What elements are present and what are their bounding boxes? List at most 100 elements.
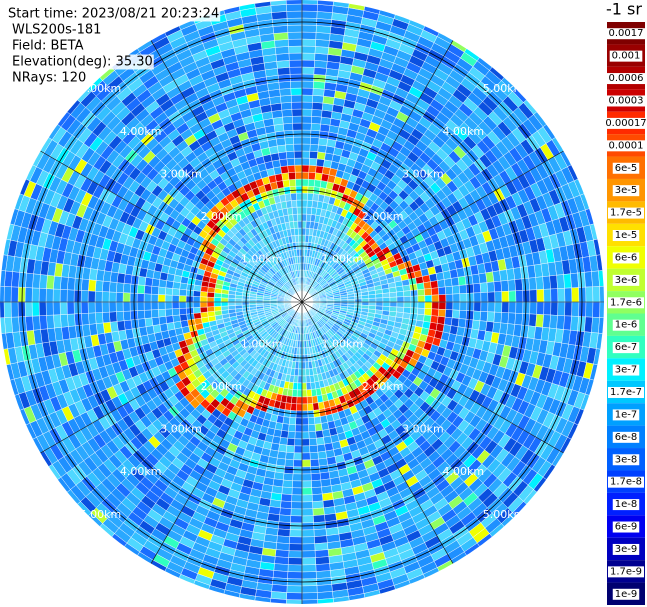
cell	[192, 301, 201, 308]
cell	[109, 311, 118, 323]
cell	[144, 277, 154, 287]
cell	[312, 514, 326, 523]
cell	[315, 570, 332, 579]
cell	[294, 157, 303, 166]
cell	[287, 38, 303, 47]
cell	[382, 301, 391, 307]
cell	[301, 452, 311, 461]
cell	[301, 494, 313, 503]
cell	[291, 108, 303, 117]
cell	[296, 206, 303, 215]
cell	[283, 472, 294, 482]
cell	[276, 535, 290, 544]
cell	[301, 403, 308, 412]
cell	[301, 220, 307, 229]
cell	[192, 307, 201, 314]
cell	[206, 301, 215, 308]
cell	[81, 278, 90, 292]
cell	[596, 365, 604, 384]
cell	[271, 11, 288, 20]
cell	[0, 220, 8, 239]
cell	[308, 164, 317, 173]
cell	[556, 315, 565, 330]
cell	[60, 314, 69, 328]
cell	[279, 437, 288, 446]
cell	[288, 171, 296, 180]
cell	[320, 422, 330, 431]
cell	[278, 514, 292, 523]
cell	[298, 241, 303, 250]
cell	[317, 0, 335, 6]
cell	[137, 318, 147, 329]
cell	[291, 199, 298, 208]
cell	[301, 192, 308, 201]
cell	[280, 165, 289, 174]
cell	[301, 136, 311, 145]
cell	[309, 143, 319, 153]
cell	[437, 308, 447, 318]
cell	[312, 95, 324, 104]
cell	[333, 0, 352, 2]
cell	[192, 296, 201, 303]
cell	[11, 316, 20, 333]
cell	[411, 10, 430, 24]
cell	[122, 301, 131, 312]
cell	[178, 307, 187, 316]
cell	[281, 109, 293, 118]
cell	[285, 444, 295, 454]
cell	[274, 173, 284, 182]
cell	[294, 164, 303, 173]
cell	[584, 316, 593, 333]
cell	[280, 430, 289, 439]
cell	[285, 451, 295, 461]
cell	[180, 319, 189, 328]
cell	[528, 313, 537, 327]
cell	[10, 286, 19, 303]
cell	[185, 295, 194, 303]
cell	[289, 66, 303, 75]
cell	[294, 234, 300, 243]
cell	[270, 591, 288, 600]
cell	[200, 311, 209, 319]
cell	[315, 430, 324, 439]
cell	[301, 557, 317, 566]
cell	[178, 288, 187, 297]
cell	[288, 52, 303, 61]
cell	[87, 290, 96, 303]
cell	[0, 236, 4, 255]
cell	[592, 301, 601, 318]
cell	[241, 298, 250, 303]
cell	[286, 10, 303, 19]
cell	[220, 0, 239, 8]
cell	[273, 32, 289, 41]
cell	[0, 349, 4, 368]
cell	[301, 410, 309, 419]
cell	[164, 287, 173, 296]
cell	[206, 296, 215, 303]
cell	[294, 424, 303, 433]
cell	[275, 53, 290, 62]
cell	[290, 515, 303, 524]
cell	[289, 59, 303, 68]
cell	[310, 122, 321, 132]
cell	[301, 599, 319, 604]
cell	[563, 315, 572, 331]
cell	[301, 199, 308, 208]
cell	[473, 301, 482, 312]
cell	[88, 279, 97, 292]
cell	[295, 185, 303, 194]
cell	[276, 180, 285, 189]
cell	[291, 494, 303, 503]
cell	[292, 466, 303, 475]
cell	[307, 192, 314, 201]
cell	[290, 94, 303, 103]
cell	[301, 543, 316, 552]
cell	[116, 282, 125, 293]
cell	[301, 361, 306, 370]
cell	[310, 472, 321, 482]
cell	[333, 602, 352, 604]
cell	[199, 301, 208, 308]
cell	[314, 535, 328, 544]
cell	[46, 274, 55, 290]
cell	[294, 227, 299, 236]
